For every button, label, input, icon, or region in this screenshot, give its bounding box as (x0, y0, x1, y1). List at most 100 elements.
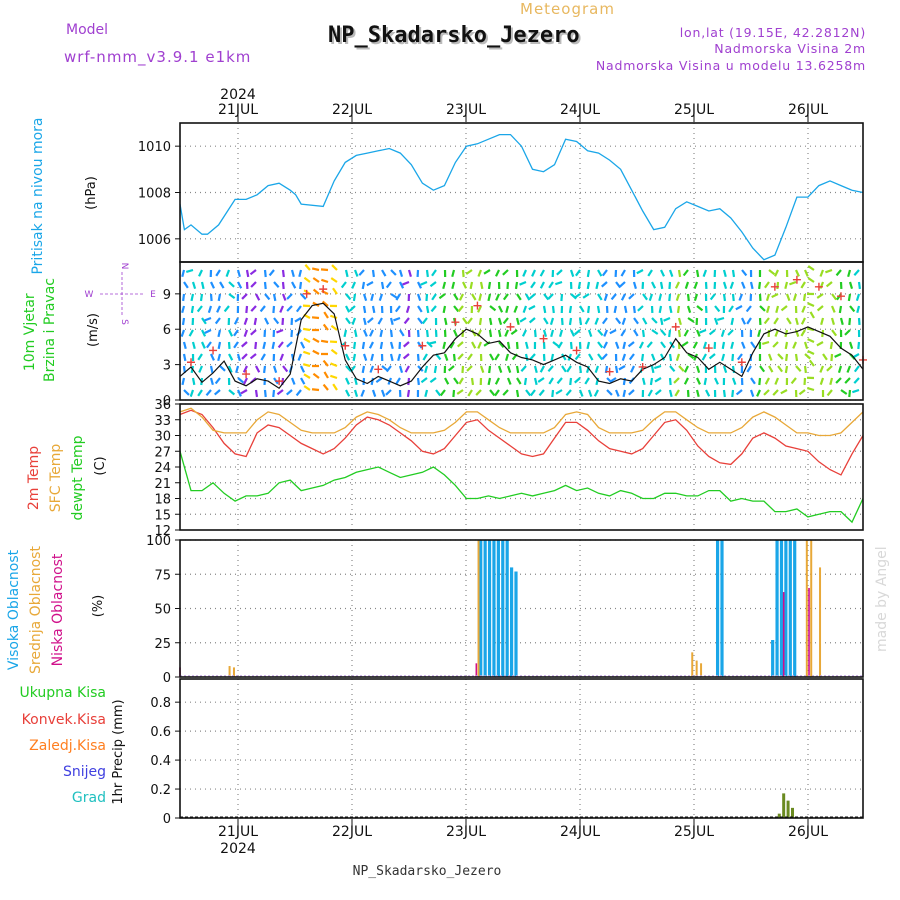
cloud-bar (505, 540, 509, 677)
wind-arrow (259, 305, 266, 313)
wind-arrow (487, 377, 492, 386)
wind-arrow (651, 329, 659, 335)
wind-arrow (569, 341, 573, 350)
wind-arrow (191, 281, 197, 290)
wind-arrow (802, 293, 807, 302)
wind-arrow (381, 269, 387, 277)
wind-arrow (594, 317, 600, 325)
wind-arrow (271, 341, 276, 350)
wind-arrow (425, 305, 430, 314)
wind-arrow (628, 293, 635, 300)
wind-arrow (524, 353, 529, 362)
wind-arrow (452, 329, 458, 337)
wind-arrow (397, 353, 402, 362)
wind-arrow (453, 305, 460, 313)
cloud-bar (805, 540, 808, 677)
cloud-bar (808, 587, 810, 677)
wind-arrow (456, 341, 464, 348)
wind-arrow (825, 268, 833, 274)
wind-arrow (614, 389, 620, 397)
cloud-bar (819, 567, 822, 677)
wind-arrow (298, 269, 303, 278)
wind-arrow (456, 389, 464, 395)
wind-arrow (654, 389, 662, 396)
watermark: made by Angel (874, 546, 890, 652)
wind-arrow (618, 365, 626, 371)
wind-arrow (573, 329, 581, 336)
wind-arrow (577, 281, 582, 290)
wind-arrow (745, 305, 752, 313)
wind-arrow (299, 281, 303, 290)
wind-arrow (776, 281, 780, 290)
wind-arrow (366, 281, 374, 287)
day-label-top-23JUL: 23JUL (446, 102, 486, 118)
wind-arrow (774, 329, 780, 337)
wind-arrow (297, 353, 303, 361)
y-tick-label: 27 (154, 445, 171, 460)
wind-unit: (m/s) (86, 313, 101, 347)
wind-arrow (407, 377, 411, 386)
wind-arrow (702, 269, 708, 277)
wind-arrow (630, 365, 635, 373)
wind-arrow (494, 377, 500, 385)
gust-marker (319, 285, 328, 294)
wind-arrow (623, 305, 628, 314)
wind-arrow (852, 388, 860, 394)
wind-arrow (807, 265, 815, 271)
wind-arrow (390, 269, 397, 276)
wind-arrow (847, 293, 852, 302)
series-line-sfc-temp (179, 407, 864, 437)
wind-arrow (574, 377, 581, 384)
wind-arrow (539, 269, 545, 277)
wind-arrow (349, 305, 356, 312)
year-bottom: 2024 (220, 841, 256, 857)
wind-arrow (417, 317, 424, 325)
wind-arrow (198, 365, 204, 373)
wind-arrow (323, 311, 329, 319)
wind-arrow (435, 389, 442, 397)
wind-arrow (362, 329, 368, 337)
wind-arrow (467, 389, 473, 397)
wind-arrow (263, 389, 267, 398)
gust-marker (814, 282, 823, 291)
wind-arrow (371, 269, 375, 278)
wind-arrow (443, 317, 448, 326)
wind-arrow (209, 293, 213, 302)
wind-arrow (613, 305, 618, 314)
temp2m-label: 2m Temp (26, 446, 42, 510)
temp-unit: (C) (93, 456, 108, 475)
cloud-bar (715, 540, 720, 677)
wind-arrow (709, 293, 716, 301)
pressure-unit: (hPa) (84, 176, 99, 210)
wind-arrow (855, 293, 861, 302)
wind-arrow (642, 293, 648, 301)
panel-frame (179, 403, 864, 531)
wind-arrow (568, 317, 573, 326)
wind-arrow (686, 305, 692, 314)
wind-arrow (379, 341, 384, 350)
gust-marker (638, 362, 647, 371)
model-name: wrf-nmm_v3.9.1 e1km (64, 48, 251, 67)
wind-arrow (241, 341, 248, 348)
cloud-bar (775, 540, 779, 677)
wind-arrow (253, 317, 258, 326)
wind-arrow (641, 329, 645, 338)
cloud-bar (228, 666, 231, 677)
wind-arrow (385, 365, 392, 373)
wind-arrow (200, 281, 205, 290)
wind-arrow (506, 341, 511, 350)
wind-arrow (345, 305, 351, 313)
wind-arrow (390, 293, 398, 299)
wind-arrow (276, 328, 284, 334)
wind-arrow (488, 365, 492, 374)
wind-arrow (741, 317, 747, 325)
y-tick-label: 21 (154, 477, 171, 492)
wind-arrow (214, 317, 221, 325)
panel-wind: 0 3 6 9 (163, 261, 867, 409)
wind-arrow (241, 353, 248, 360)
wind-arrow (587, 389, 593, 397)
wind-arrow (290, 329, 294, 338)
wind-arrow (416, 377, 420, 386)
wind-arrow (806, 386, 815, 392)
wind-arrow (182, 293, 186, 302)
